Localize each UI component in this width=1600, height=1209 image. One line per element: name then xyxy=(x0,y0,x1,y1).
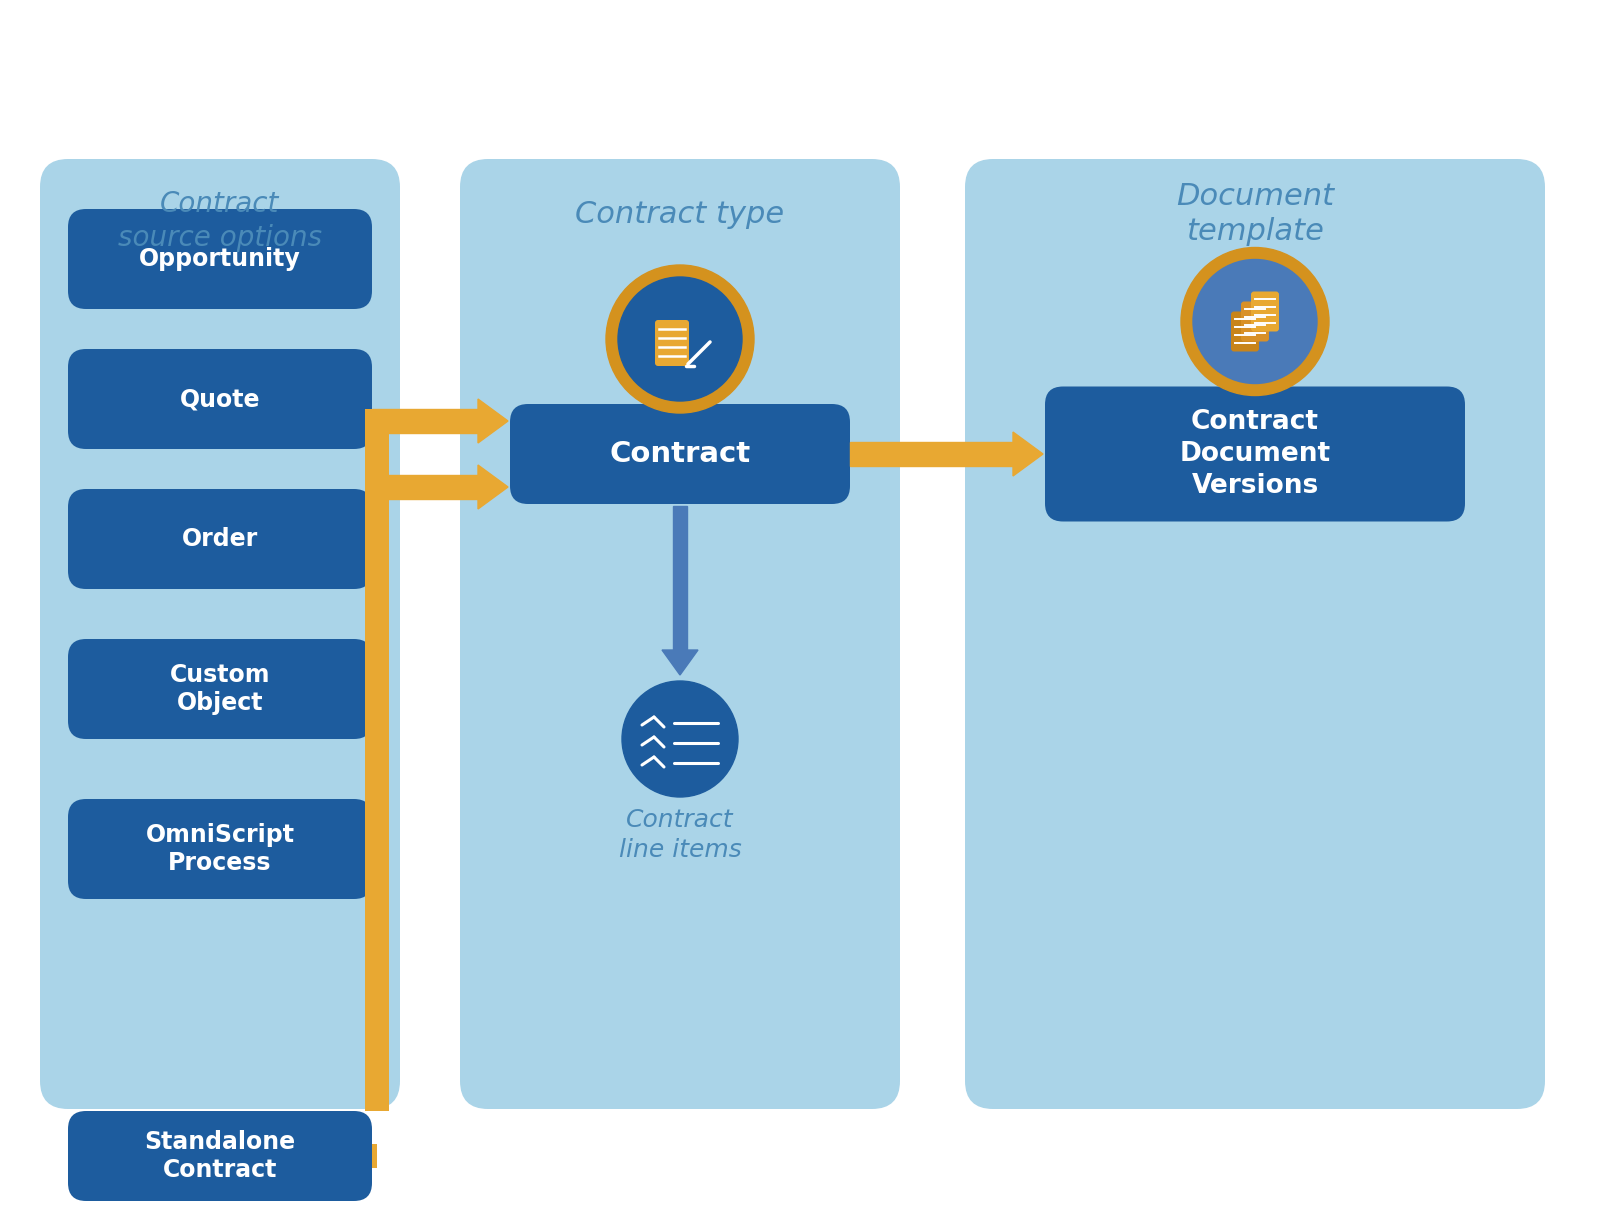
Polygon shape xyxy=(371,1144,378,1168)
Text: Order: Order xyxy=(182,527,258,551)
Text: OmniScript
Process: OmniScript Process xyxy=(146,822,294,875)
Text: Document
template: Document template xyxy=(1176,181,1334,247)
FancyBboxPatch shape xyxy=(67,799,371,899)
Circle shape xyxy=(1181,248,1330,395)
Polygon shape xyxy=(674,507,686,650)
Polygon shape xyxy=(365,409,389,499)
FancyBboxPatch shape xyxy=(654,320,690,366)
Text: Custom
Object: Custom Object xyxy=(170,663,270,716)
Text: Contract: Contract xyxy=(610,440,750,468)
Circle shape xyxy=(622,681,738,797)
Text: Contract
Document
Versions: Contract Document Versions xyxy=(1179,409,1331,499)
FancyBboxPatch shape xyxy=(1230,312,1259,352)
FancyBboxPatch shape xyxy=(510,404,850,504)
Circle shape xyxy=(606,265,754,413)
Polygon shape xyxy=(478,399,509,442)
FancyBboxPatch shape xyxy=(40,160,400,1109)
FancyBboxPatch shape xyxy=(67,488,371,589)
Polygon shape xyxy=(365,499,389,1111)
Text: Opportunity: Opportunity xyxy=(139,247,301,271)
FancyBboxPatch shape xyxy=(67,209,371,310)
FancyBboxPatch shape xyxy=(67,349,371,449)
Polygon shape xyxy=(478,465,509,509)
FancyBboxPatch shape xyxy=(1045,387,1466,521)
Polygon shape xyxy=(850,442,1013,465)
FancyBboxPatch shape xyxy=(461,160,899,1109)
Polygon shape xyxy=(371,409,478,433)
Polygon shape xyxy=(1013,432,1043,476)
Text: Quote: Quote xyxy=(179,387,261,411)
Circle shape xyxy=(618,277,742,401)
Circle shape xyxy=(1194,260,1317,383)
Text: Contract
source options: Contract source options xyxy=(118,190,322,253)
FancyBboxPatch shape xyxy=(67,1111,371,1201)
FancyBboxPatch shape xyxy=(1242,301,1269,341)
Text: Contract type: Contract type xyxy=(576,199,784,229)
FancyBboxPatch shape xyxy=(1251,291,1278,331)
Text: Contract
line items: Contract line items xyxy=(619,808,741,862)
Text: Standalone
Contract: Standalone Contract xyxy=(144,1129,296,1182)
FancyBboxPatch shape xyxy=(965,160,1546,1109)
Polygon shape xyxy=(371,475,478,499)
FancyBboxPatch shape xyxy=(67,640,371,739)
Polygon shape xyxy=(662,650,698,675)
